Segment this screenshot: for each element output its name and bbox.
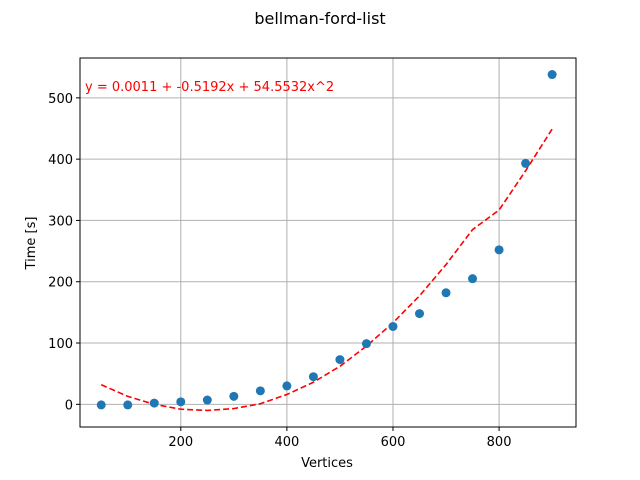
chart-title: bellman-ford-list	[254, 9, 385, 28]
plot-frame	[79, 57, 577, 428]
x-tick-label: 600	[381, 435, 406, 450]
data-point	[255, 386, 265, 396]
x-tick-label: 400	[274, 435, 299, 450]
x-tick-label: 200	[168, 435, 193, 450]
y-tick-label: 500	[48, 92, 73, 107]
y-axis-ticks: 0 100 200 300 400 500	[48, 92, 80, 413]
data-point	[202, 395, 212, 405]
data-point	[441, 288, 451, 298]
data-point	[308, 372, 318, 382]
data-point	[96, 400, 106, 410]
data-point	[335, 355, 345, 365]
grid	[80, 58, 576, 427]
data-points	[96, 70, 557, 410]
y-tick-label: 200	[48, 276, 73, 291]
data-point	[123, 400, 133, 410]
data-point	[468, 274, 478, 284]
data-point	[521, 158, 531, 168]
x-tick-label: 800	[487, 435, 512, 450]
x-axis-label: Vertices	[301, 456, 353, 471]
data-point	[547, 70, 557, 80]
data-point	[282, 381, 292, 391]
fit-equation-annotation: y = 0.0011 + -0.5192x + 54.5532x^2	[85, 80, 334, 95]
data-point	[229, 391, 239, 401]
data-point	[415, 309, 425, 319]
y-tick-label: 0	[65, 398, 73, 413]
data-point	[361, 339, 371, 349]
y-tick-label: 100	[48, 337, 73, 352]
plot-area	[80, 58, 576, 427]
data-point	[176, 397, 186, 407]
data-point	[149, 398, 159, 408]
y-tick-label: 400	[48, 153, 73, 168]
y-tick-label: 300	[48, 214, 73, 229]
y-axis-label: Time [s]	[24, 217, 39, 271]
fit-line-layer	[100, 128, 553, 412]
fit-line	[100, 128, 553, 412]
data-point	[388, 321, 398, 331]
data-point	[494, 245, 504, 255]
x-axis-ticks: 200 400 600 800	[168, 427, 511, 450]
